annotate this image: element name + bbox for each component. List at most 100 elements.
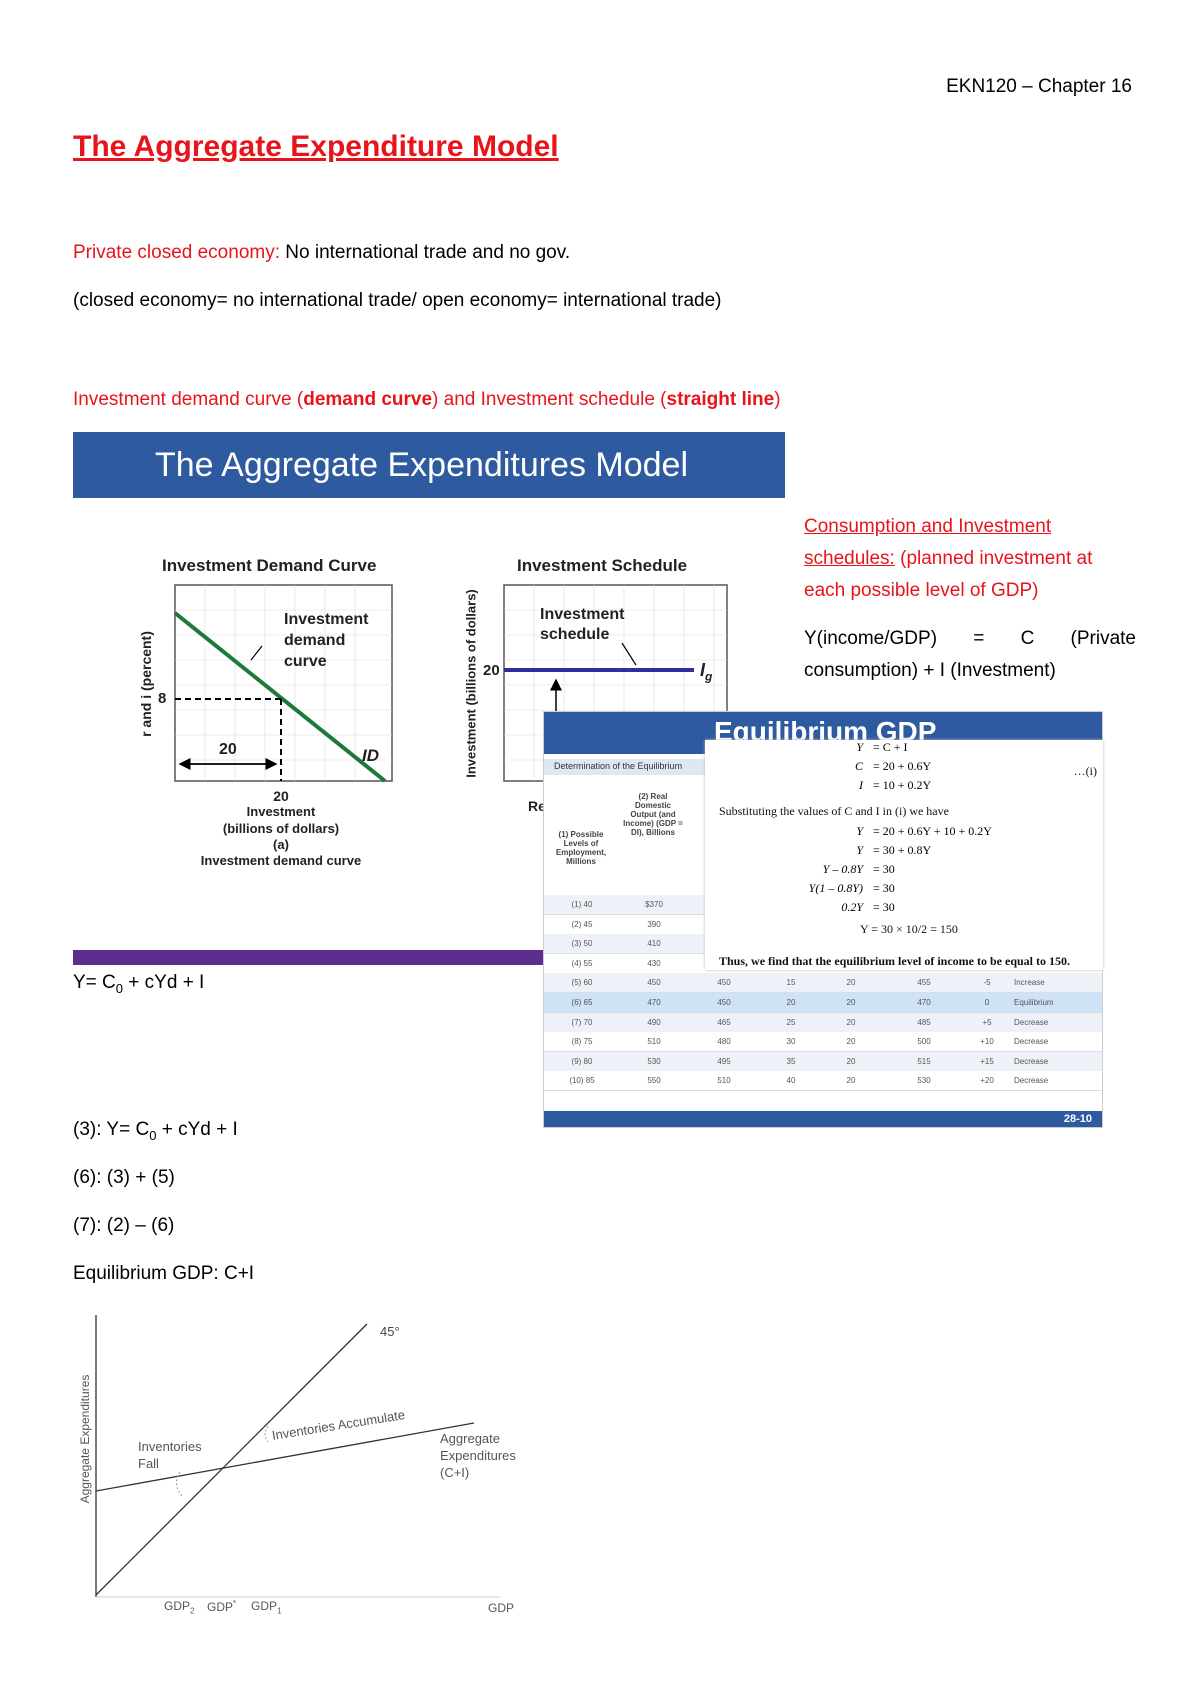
table-cell: 450 <box>717 998 731 1007</box>
table-row: (5) 60 450 450 15 20 455 -5 Increase <box>544 973 1102 994</box>
table-title: Determination of the Equilibrium <box>554 761 683 771</box>
equation-right: = 30 <box>873 900 895 914</box>
x-axis-label: Re <box>528 798 546 814</box>
x-axis-label: (billions of dollars) <box>222 821 340 836</box>
tick-sup: * <box>233 1599 237 1608</box>
equation-left: Y(1 – 0.8Y) <box>808 881 863 895</box>
tick-sub: 1 <box>277 1606 282 1616</box>
table-cell: 0 <box>984 998 990 1007</box>
side-note-title: Consumption and Investment schedules: <box>804 516 1052 569</box>
eq-part: Y= C <box>73 972 116 993</box>
table-cell: +20 <box>980 1076 994 1086</box>
table-cell: 550 <box>647 1076 661 1086</box>
grid <box>175 585 392 781</box>
table-cell: +10 <box>980 1037 994 1047</box>
x-axis-label: Investment demand curve <box>200 853 362 868</box>
equation-left: 0.2Y <box>841 900 863 914</box>
tick-main: GDP <box>251 1599 278 1613</box>
table-cell: 390 <box>647 919 661 929</box>
table-cell: +15 <box>980 1056 994 1066</box>
tick-sub: 2 <box>190 1606 195 1616</box>
column-header: (1) Possible Levels of Employment, Milli… <box>555 830 607 866</box>
table-cell: 15 <box>786 978 796 988</box>
equation-right: = 30 <box>873 881 895 895</box>
table-cell: 530 <box>647 1056 661 1066</box>
table-cell: 430 <box>647 958 661 968</box>
table-cell: (7) 70 <box>571 1017 593 1027</box>
table-cell: 530 <box>917 1076 931 1086</box>
equation-ref: …(i) <box>1073 764 1097 778</box>
x-tick-label: GDP1 <box>251 1599 281 1615</box>
equation: Equilibrium GDP: C+I <box>73 1263 255 1284</box>
slide-title: The Aggregate Expenditures Model <box>155 446 689 484</box>
x-tick-label: 20 <box>273 788 289 804</box>
substitute-text: Substituting the values of C and I in (i… <box>719 804 949 818</box>
heading-part: ) <box>774 389 781 410</box>
y-tick-label: 8 <box>158 690 167 707</box>
table-cell: 20 <box>846 978 856 988</box>
table-cell: +5 <box>982 1017 992 1027</box>
equation-left: I <box>859 778 863 792</box>
intro-label: Private closed economy: <box>73 242 280 263</box>
equation-right: = 10 + 0.2Y <box>873 778 932 792</box>
x-tick-label: GDP* <box>207 1599 236 1614</box>
table-cell: (6) 65 <box>571 998 593 1007</box>
eq-part: + cYd + I <box>123 972 205 993</box>
leader-line <box>621 642 637 666</box>
table-cell: Equilibrium <box>1014 998 1054 1007</box>
intro-line: Private closed economy: No international… <box>73 242 570 264</box>
table-cell: (5) 60 <box>571 978 593 988</box>
table-cell: 410 <box>647 939 661 949</box>
keynesian-cross <box>95 1315 500 1598</box>
ae-label: Aggregate Expenditures (C+I) <box>440 1431 516 1480</box>
page-header: EKN120 – Chapter 16 <box>946 76 1132 97</box>
table-row: (9) 80 530 495 35 20 515 +15 Decrease <box>544 1051 1102 1072</box>
table-cell: 20 <box>846 1056 856 1066</box>
table-cell: Decrease <box>1014 1076 1049 1086</box>
y-axis-label: Investment (billions of dollars) <box>463 589 479 778</box>
equation-right: = C + I <box>873 740 908 754</box>
equation-right: = 30 <box>873 862 895 876</box>
table-cell: 500 <box>917 1037 931 1047</box>
x-axis-label: (a) <box>273 837 289 852</box>
equation-right: = 20 + 0.6Y + 10 + 0.2Y <box>873 824 992 838</box>
equation-right: = 30 + 0.8Y <box>873 843 932 857</box>
tick-main: GDP <box>207 1600 234 1614</box>
table-cell: 480 <box>717 1037 731 1047</box>
table-cell: (2) 45 <box>571 919 593 929</box>
table-cell: 35 <box>786 1056 796 1066</box>
arrow-label: 20 <box>219 741 237 758</box>
intro-text: No international trade and no gov. <box>280 242 571 263</box>
table-cell: -5 <box>983 978 991 988</box>
tick-main: GDP <box>164 1599 191 1613</box>
equation: (6): (3) + (5) <box>73 1167 175 1188</box>
graph-title: Investment Schedule <box>517 556 688 575</box>
side-note-text: (planned investment at each possible lev… <box>804 548 1093 601</box>
table-cell: Decrease <box>1014 1056 1049 1066</box>
slide-number: 28-10 <box>1063 1113 1092 1125</box>
table-cell: (8) 75 <box>571 1037 593 1047</box>
table-cell: 450 <box>717 978 731 988</box>
solution-box: …(i) Substituting the values of C and I … <box>705 740 1103 970</box>
leader-line <box>250 645 263 661</box>
table-cell: 455 <box>917 978 931 988</box>
table-cell: 510 <box>647 1037 661 1047</box>
final-equation: Y = 30 × 10/2 = 150 <box>860 922 958 936</box>
conclusion: Thus, we find that the equilibrium level… <box>719 954 1071 968</box>
line-name-main: I <box>700 660 706 680</box>
equation-left: Y <box>856 824 863 838</box>
graph-title: Investment Demand Curve <box>162 556 377 575</box>
side-equation: Y(income/GDP) = C (Private consumption) … <box>804 628 1136 681</box>
x-tick-label: GDP2 <box>164 1599 194 1615</box>
angle-label: 45° <box>380 1324 400 1339</box>
y-tick-label: 20 <box>483 662 500 679</box>
equation: Y= C0 + cYd + I <box>73 972 204 996</box>
y-axis-label: r and i (percent) <box>138 631 154 737</box>
curve-name: ID <box>362 746 379 765</box>
line-name: Ig <box>700 660 712 684</box>
side-note: Consumption and Investment schedules: (p… <box>804 511 1136 607</box>
ae-line <box>95 1422 475 1492</box>
eq-part: + cYd + I <box>156 1119 238 1140</box>
equation-left: C <box>854 759 863 773</box>
